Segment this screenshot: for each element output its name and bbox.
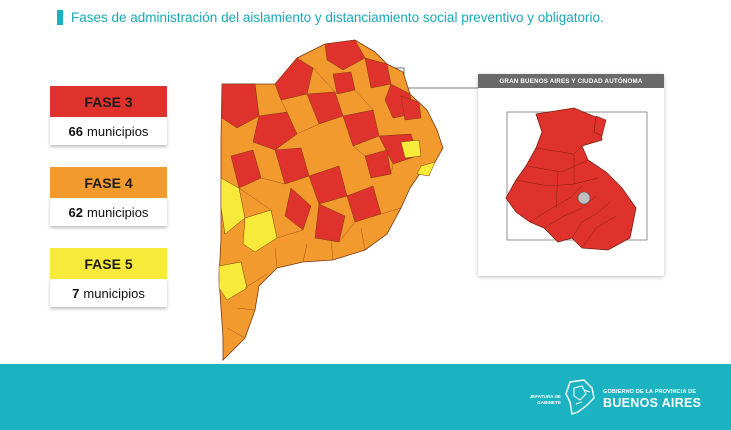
legend-count-unit: municipios xyxy=(87,123,149,139)
legend-fase-3: FASE 3 66 municipios xyxy=(50,86,167,145)
legend-count-number: 7 xyxy=(72,285,80,301)
legend-fase-4: FASE 4 62 municipios xyxy=(50,167,167,226)
inset-title: GRAN BUENOS AIRES Y CIUDAD AUTÓNOMA xyxy=(478,74,664,88)
legend-count-number: 62 xyxy=(68,204,84,220)
province-map xyxy=(215,38,460,363)
footer-gov-line1: GOBIERNO DE LA PROVINCIA DE xyxy=(603,389,697,395)
legend-phase-label: FASE 3 xyxy=(50,86,167,117)
legend-phase-label: FASE 4 xyxy=(50,167,167,198)
gba-inset: GRAN BUENOS AIRES Y CIUDAD AUTÓNOMA xyxy=(478,74,664,276)
title-accent-bar xyxy=(57,9,63,25)
legend-count-unit: municipios xyxy=(87,204,149,220)
legend-phase-label: FASE 5 xyxy=(50,248,167,279)
footer-dept: JEFATURA DE GABINETE xyxy=(521,394,561,406)
gba-inset-map xyxy=(505,107,648,251)
footer-banner: JEFATURA DE GABINETE GOBIERNO DE LA PROV… xyxy=(0,364,731,430)
footer-government: GOBIERNO DE LA PROVINCIA DE BUENOS AIRES xyxy=(603,389,701,410)
legend-count-unit: municipios xyxy=(83,285,145,301)
page-title: Fases de administración del aislamiento … xyxy=(57,8,604,26)
legend-count: 62 municipios xyxy=(50,198,167,226)
legend-count: 7 municipios xyxy=(50,279,167,307)
province-map-svg xyxy=(218,39,444,361)
legend-count-number: 66 xyxy=(68,123,84,139)
footer-dept-line2: GABINETE xyxy=(537,400,561,405)
province-logo-icon xyxy=(565,379,595,415)
legend-fase-5: FASE 5 7 municipios xyxy=(50,248,167,307)
footer-gov-line2: BUENOS AIRES xyxy=(603,396,702,410)
page-title-text: Fases de administración del aislamiento … xyxy=(71,9,604,25)
footer-dept-line1: JEFATURA DE xyxy=(529,394,561,399)
legend-count: 66 municipios xyxy=(50,117,167,145)
